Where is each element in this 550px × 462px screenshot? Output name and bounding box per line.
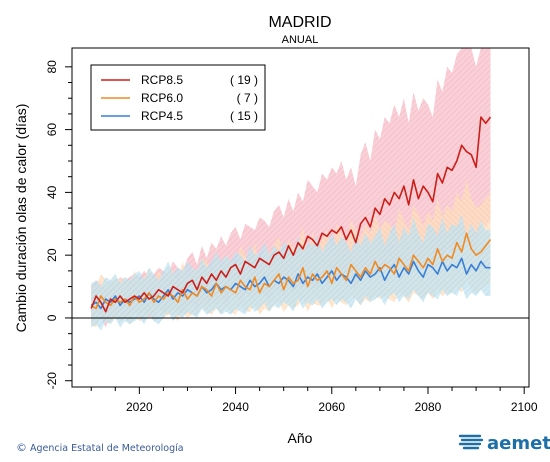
plot-frame	[71, 47, 530, 388]
x-tick-label: 2020	[126, 400, 153, 414]
y-axis: -20 0 20 40 60 80	[45, 60, 72, 390]
x-tick-label: 2040	[222, 400, 249, 414]
aemet-logo-icon	[458, 434, 484, 450]
y-tick-label: -20	[45, 372, 59, 390]
y-tick-label: 60	[45, 123, 59, 137]
uncertainty-bands	[91, 48, 491, 331]
legend-label: RCP8.5	[141, 73, 183, 87]
x-tick-label: 2080	[415, 400, 442, 414]
y-tick-label: 40	[45, 185, 59, 199]
footer-credit: © Agencia Estatal de Meteorología	[16, 441, 184, 454]
band-rcp45	[91, 214, 491, 331]
legend-label: RCP4.5	[141, 109, 183, 123]
series-line-rcp85	[90, 116, 492, 313]
x-axis: 2020 2040 2060 2080 2100	[90, 387, 538, 414]
agency-name: Agencia Estatal de Meteorología	[30, 443, 184, 454]
series-line-rcp60	[90, 232, 492, 310]
x-axis-label: Año	[288, 430, 313, 446]
brand-logo: aemet	[458, 432, 550, 454]
y-tick-label: 0	[45, 314, 59, 321]
legend-count: ( 19 )	[230, 73, 258, 87]
legend-label: RCP6.0	[141, 91, 183, 105]
y-axis-label: Cambio duración olas de calor (días)	[13, 104, 29, 333]
chart-subtitle: ANUAL	[282, 34, 319, 46]
copyright-symbol: ©	[16, 441, 27, 454]
y-tick-label: 80	[45, 60, 59, 74]
series-line-rcp45	[90, 257, 491, 310]
legend-count: ( 7 )	[237, 91, 258, 105]
chart-title: MADRID	[268, 14, 331, 31]
legend: RCP8.5 ( 19 ) RCP6.0 ( 7 ) RCP4.5 ( 15 )	[90, 64, 266, 131]
x-tick-label: 2100	[511, 400, 538, 414]
legend-count: ( 15 )	[230, 109, 258, 123]
x-tick-label: 2060	[318, 400, 345, 414]
series-lines	[90, 116, 492, 313]
y-tick-label: 20	[45, 248, 59, 262]
brand-name: aemet	[487, 432, 550, 454]
